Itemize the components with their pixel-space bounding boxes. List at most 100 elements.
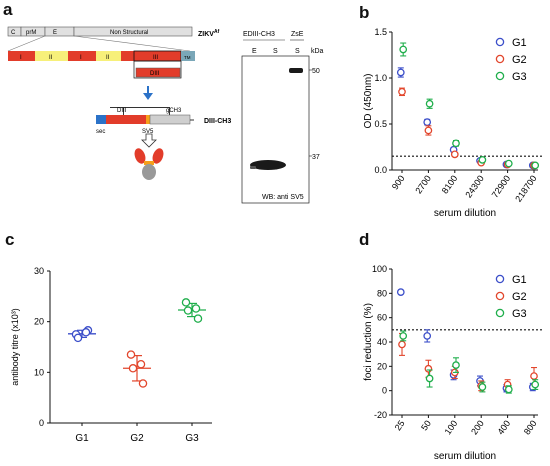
- chart-c-titre: 0 10 20 30 G1 G2 G3 antibody titre (x10³): [10, 266, 212, 444]
- y-axis-title: antibody titre (x10³): [10, 308, 20, 386]
- data-point: [530, 372, 538, 380]
- x-axis-title: serum dilution: [434, 451, 496, 462]
- data-point: [423, 332, 432, 340]
- data-point: [425, 374, 434, 383]
- diii-box-label: DIII: [150, 71, 160, 77]
- x-tick-label: 50: [419, 418, 433, 432]
- legend-label: G3: [512, 71, 527, 83]
- x-tick-label: G2: [130, 433, 144, 444]
- construct-sv5: SV5: [142, 129, 154, 135]
- blot-marker-37: 37: [312, 154, 320, 161]
- data-point: [424, 364, 433, 373]
- panel-d-label: d: [359, 230, 370, 249]
- domain-i-1: I: [20, 55, 22, 61]
- blot-lane-2: S: [273, 48, 278, 55]
- blot-marker-50: 50: [312, 68, 320, 75]
- y-tick-label: 20: [34, 317, 44, 327]
- data-point: [423, 118, 432, 127]
- panel-c-label: c: [5, 230, 15, 249]
- data-point: [504, 385, 513, 394]
- domain-ii-2: II: [106, 55, 110, 61]
- construct-gch3: gCH3: [166, 108, 182, 114]
- y-tick-label: 40: [377, 337, 387, 347]
- data-point: [452, 361, 460, 369]
- y-tick-label: 1.0: [374, 73, 387, 83]
- data-point: [478, 383, 487, 391]
- x-tick-label: 200: [469, 418, 486, 436]
- data-point: [126, 350, 136, 359]
- x-tick-label: 218700: [513, 173, 538, 203]
- y-tick-label: 0: [382, 386, 387, 396]
- x-tick-label: 24300: [463, 173, 486, 199]
- legend-marker: [495, 54, 505, 64]
- data-point: [399, 332, 408, 340]
- data-point: [398, 340, 406, 349]
- tm-label: TM: [184, 55, 191, 60]
- y-tick-label: 100: [372, 264, 387, 274]
- y-tick-label: 20: [377, 361, 387, 371]
- data-point: [73, 333, 83, 343]
- blot-lane-1: E: [252, 48, 257, 55]
- data-point: [128, 364, 138, 373]
- data-point: [424, 126, 433, 135]
- domain-iii: III: [153, 55, 158, 61]
- y-tick-label: -20: [374, 410, 387, 420]
- y-tick-label: 10: [34, 367, 44, 377]
- blot-footer: WB: anti SV5: [262, 194, 304, 201]
- y-tick-label: 60: [377, 313, 387, 323]
- genome-label: ZIKVAf: [198, 29, 220, 38]
- panel-b-label: b: [359, 3, 370, 22]
- data-point: [531, 161, 540, 170]
- y-tick-label: 0: [39, 418, 44, 428]
- legend-label: G1: [512, 37, 527, 49]
- genome-seg-e: E: [53, 30, 57, 36]
- blot-band-zse: [289, 68, 303, 73]
- legend-label: G1: [512, 274, 527, 286]
- data-point: [138, 379, 148, 388]
- blot-group-label: EDIII-CH3: [243, 31, 275, 38]
- legend-label: G2: [512, 54, 527, 66]
- data-point: [136, 359, 146, 369]
- legend-marker: [495, 291, 505, 301]
- x-axis-title: serum dilution: [434, 208, 496, 219]
- data-point: [396, 288, 405, 296]
- data-point: [450, 150, 459, 159]
- y-tick-label: 30: [34, 266, 44, 276]
- domain-bar: [8, 50, 195, 62]
- construct-diii: DIII: [117, 108, 127, 114]
- y-tick-label: 0.0: [374, 165, 387, 175]
- legend-marker: [495, 37, 505, 47]
- chart-b-od: 0.0 0.5 1.0 1.5 900 2700 8100 24300 72900 218700 O…: [363, 27, 544, 219]
- genome-seg-prm: prM: [26, 30, 36, 36]
- x-tick-label: 8100: [440, 173, 460, 195]
- genome-seg-nonstructural: Non Structural: [110, 30, 148, 36]
- data-point: [452, 139, 460, 148]
- blot-membrane: [241, 55, 310, 204]
- y-axis-title: foci reduction (%): [363, 303, 374, 381]
- x-tick-label: 72900: [490, 173, 513, 199]
- domain-i-2: I: [80, 55, 82, 61]
- data-point: [425, 99, 434, 108]
- panel-a-label: a: [3, 0, 13, 19]
- data-point: [193, 314, 203, 323]
- x-tick-label: 25: [393, 418, 407, 432]
- legend-marker: [495, 308, 505, 318]
- blot-lane-3: S: [295, 48, 300, 55]
- data-point: [399, 45, 408, 54]
- legend-marker: [495, 274, 505, 284]
- y-tick-label: 1.5: [374, 27, 387, 37]
- legend-marker: [495, 71, 505, 81]
- x-tick-label: 900: [390, 173, 407, 191]
- domain-ii-1: II: [49, 55, 53, 61]
- data-point: [478, 156, 487, 164]
- y-tick-label: 80: [377, 288, 387, 298]
- y-tick-label: 0.5: [374, 119, 387, 129]
- data-point: [183, 306, 193, 315]
- blot-band-e: [250, 166, 256, 169]
- x-tick-label: 800: [522, 418, 539, 436]
- x-tick-label: 100: [443, 418, 460, 436]
- data-point: [531, 380, 540, 389]
- data-point: [191, 304, 201, 313]
- construct-sec: sec: [96, 129, 105, 135]
